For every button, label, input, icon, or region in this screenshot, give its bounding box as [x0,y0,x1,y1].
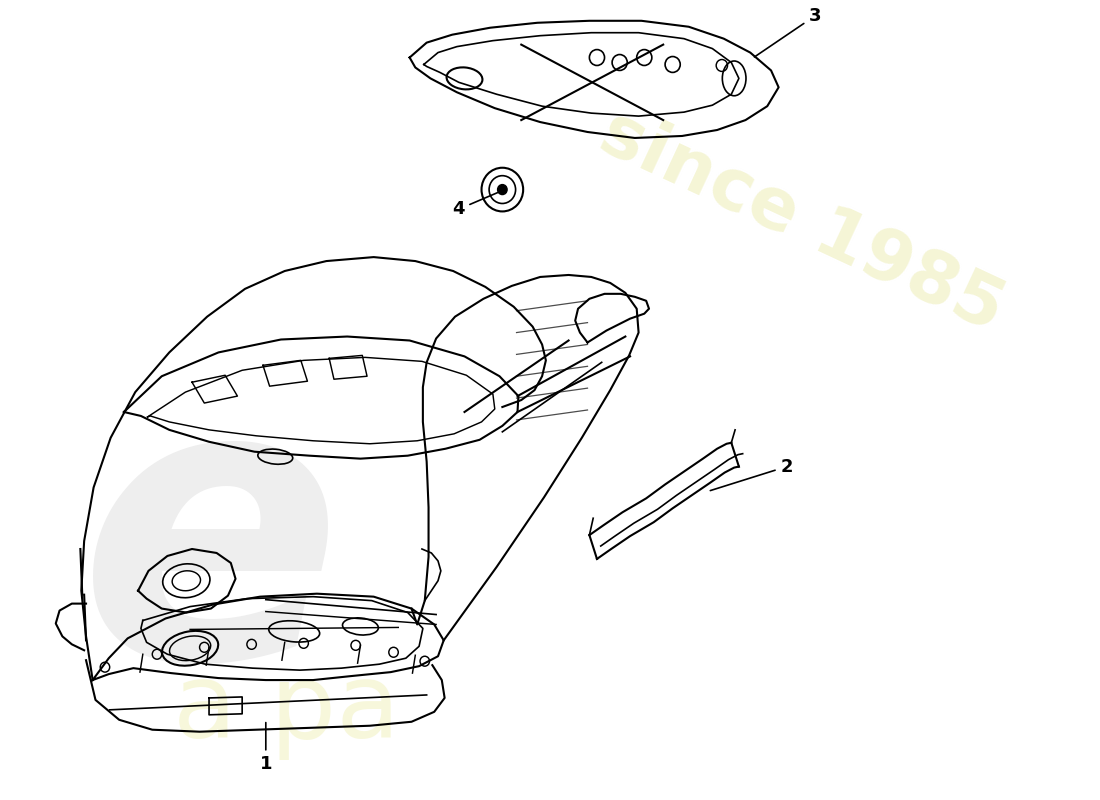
Text: since 1985: since 1985 [590,98,1015,346]
Text: 4: 4 [452,192,499,218]
Text: 2: 2 [711,458,793,490]
Text: 3: 3 [755,6,822,57]
Text: 1: 1 [260,722,272,774]
Circle shape [497,185,507,194]
Text: e: e [78,362,342,739]
Text: a pa: a pa [173,658,400,760]
